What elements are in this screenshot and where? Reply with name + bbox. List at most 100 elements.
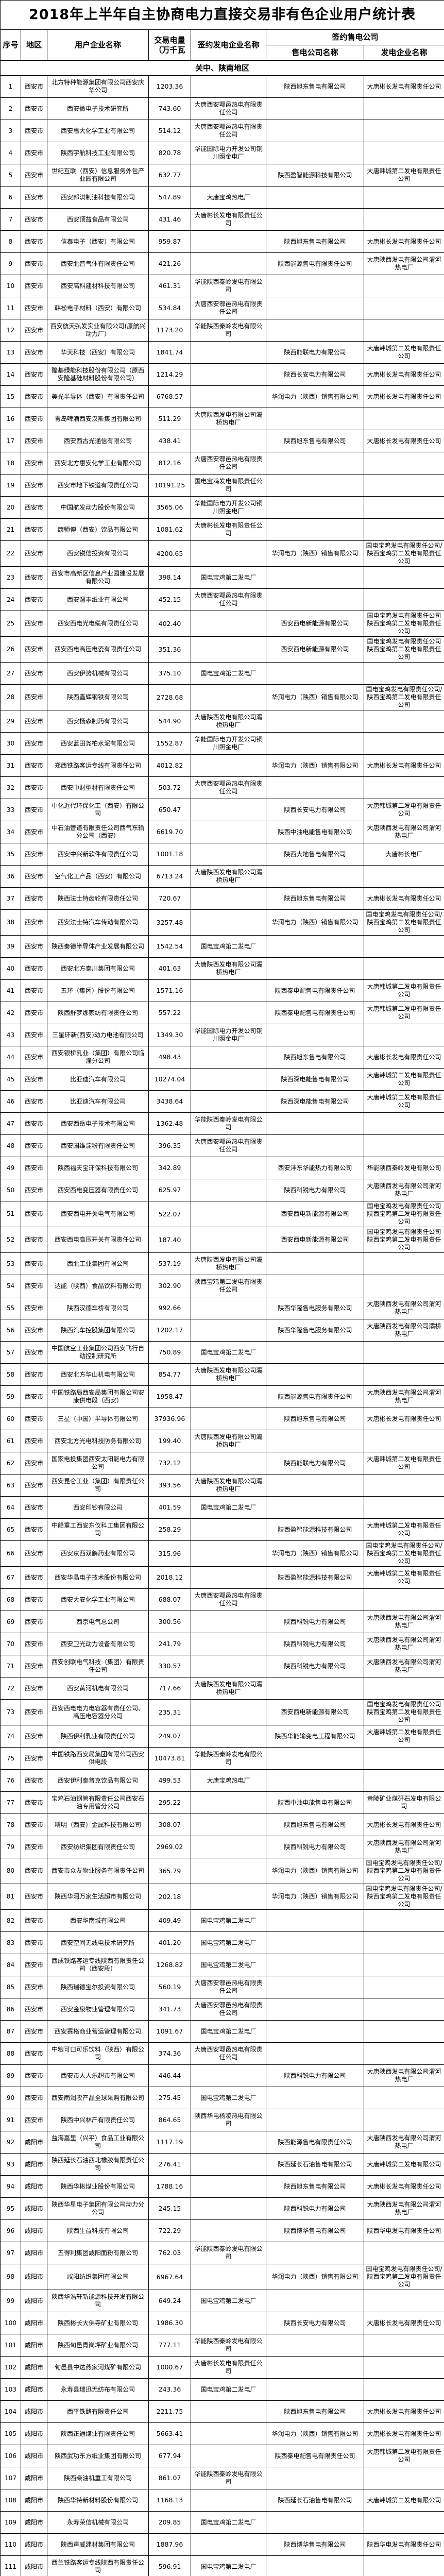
cell-gen-enterprise	[191, 979, 266, 1002]
cell-trade-volume: 245.15	[148, 2197, 191, 2220]
table-row: 88 西安市 中粮可口可乐饮料（陕西）有限公司 374.36 大唐西安鄠邑热电有限责任公…	[0, 2042, 444, 2065]
cell-trade-volume: 1552.87	[148, 732, 191, 755]
cell-region: 西安市	[21, 363, 47, 386]
cell-region: 咸阳市	[21, 2290, 47, 2312]
cell-gen-enterprise: 大唐西安鄠邑热电有限责任公司	[191, 1998, 266, 2021]
table-row: 34 西安市 中石油管道有限责任公司西气东输分公司（西安） 6619.70 陕西中油电能…	[0, 821, 444, 843]
cell-gen-enterprise	[191, 1090, 266, 1113]
cell-user-enterprise: 永寿县瑞迅无纺布有限公司	[47, 2378, 149, 2401]
cell-gen-enterprise: 大唐彬长发电有限责任公司	[191, 2356, 266, 2379]
table-row: 108 咸阳市 陕西华特新材料股份有限公司 1168.13 陕西延长石油售电有限公司 大唐…	[0, 2489, 444, 2512]
cell-trade-volume: 401.63	[148, 957, 191, 980]
table-row: 105 咸阳市 陕西正通煤业有限责任公司 5663.41 华润电力（陕西）销售有限公司大…	[0, 2422, 444, 2445]
cell-trade-volume: 732.12	[148, 1452, 191, 1475]
cell-user-enterprise: 陕西鑫辉钢铁有限公司	[47, 684, 149, 710]
cell-gen-enterprise	[191, 843, 266, 866]
cell-region: 西安市	[21, 1252, 47, 1275]
cell-region: 西安市	[21, 1633, 47, 1655]
table-row: 38 西安市 西安法士特汽车传动有限公司 3257.48 华润电力（陕西）销售有限公司国…	[0, 909, 444, 936]
cell-sales-gen-enterprise	[363, 1024, 444, 1046]
cell-index: 9	[0, 252, 21, 275]
cell-trade-volume: 365.79	[148, 1858, 191, 1884]
table-row: 84 西安市 西成铁路客运专线陕西有限责任公司（西安段） 1268.82 国电宝鸡第二发…	[0, 1954, 444, 1976]
cell-gen-enterprise: 陕西宝鸡第二发电有限责任公司	[191, 1275, 266, 1297]
cell-region: 西安市	[21, 230, 47, 253]
cell-user-enterprise: 西兰铁路客运专线陕西有限责任公司	[47, 2555, 149, 2576]
cell-region: 西安市	[21, 1179, 47, 1201]
cell-sales-company: 陕西能源售电有限责任公司	[266, 252, 364, 275]
cell-index: 91	[0, 2109, 21, 2131]
cell-trade-volume: 315.96	[148, 1540, 191, 1567]
table-row: 37 西安市 陕西法士特齿轮有限责任公司 720.67 陕西旭东售电有限公司 大唐彬长发电…	[0, 887, 444, 910]
cell-index: 13	[0, 341, 21, 364]
cell-user-enterprise: 陕西武功东方纸业集团有限公司	[47, 2445, 149, 2467]
cell-sales-gen-enterprise	[363, 1363, 444, 1386]
cell-region: 西安市	[21, 1201, 47, 1227]
cell-gen-enterprise	[191, 2489, 266, 2512]
cell-trade-volume: 625.97	[148, 1179, 191, 1201]
cell-trade-volume: 1168.13	[148, 2489, 191, 2512]
cell-sales-gen-enterprise	[363, 496, 444, 519]
cell-index: 105	[0, 2422, 21, 2445]
cell-sales-company: 西安西电新能源有限公司	[266, 636, 364, 663]
cell-user-enterprise: 中国铁路局西安局集团有限公司安康供电段（西安）	[47, 1385, 149, 1408]
cell-trade-volume: 421.26	[148, 252, 191, 275]
cell-sales-company	[266, 776, 364, 799]
cell-trade-volume: 393.56	[148, 1474, 191, 1497]
table-row: 98 咸阳市 咸阳纺织集团有限公司 6967.64 华润电力（陕西）销售有限公司 国电宝鸡…	[0, 2264, 444, 2290]
table-row: 92 咸阳市 益海嘉里（兴平）食品工业有限公司 1117.19 陕西能源售电有限责任公司…	[0, 2131, 444, 2154]
cell-user-enterprise: 青岛啤酒西安汉斯集团有限公司	[47, 408, 149, 430]
cell-index: 35	[0, 843, 21, 866]
cell-gen-enterprise	[191, 2153, 266, 2176]
cell-index: 54	[0, 1275, 21, 1297]
cell-region: 咸阳市	[21, 2312, 47, 2334]
cell-gen-enterprise	[191, 2264, 266, 2290]
cell-sales-company: 陕西秦电配售电有限责任公司	[266, 979, 364, 1002]
cell-region: 咸阳市	[21, 2197, 47, 2220]
cell-index: 31	[0, 754, 21, 777]
cell-region: 西安市	[21, 1134, 47, 1157]
cell-gen-enterprise	[191, 252, 266, 275]
cell-trade-volume: 308.07	[148, 1814, 191, 1836]
cell-region: 西安市	[21, 319, 47, 342]
table-row: 50 西安市 西安西电变压器有限责任公司 625.97 陕西科锐电力有限公司 大唐陕西发电…	[0, 1179, 444, 1201]
cell-index: 66	[0, 1540, 21, 1567]
cell-sales-gen-enterprise	[363, 1769, 444, 1792]
cell-sales-gen-enterprise: 大唐彬长发电有限责任公司	[363, 385, 444, 408]
cell-sales-company	[266, 518, 364, 541]
table-row: 65 西安市 中船重工西安东仪科工集团有限公司 258.29 陕西盈智能源科技有限公司大…	[0, 1518, 444, 1541]
cell-sales-gen-enterprise	[363, 474, 444, 497]
cell-sales-company: 西安沣东华能热力有限公司	[266, 1157, 364, 1179]
cell-gen-enterprise	[191, 754, 266, 777]
cell-gen-enterprise	[191, 1611, 266, 1633]
cell-trade-volume: 722.29	[148, 2219, 191, 2242]
table-row: 23 西安市 西安市高新区信息产业园建设发展有限公司 398.14 国电宝鸡第二发电厂	[0, 566, 444, 589]
cell-region: 咸阳市	[21, 2533, 47, 2556]
cell-region: 西安市	[21, 1112, 47, 1135]
cell-trade-volume: 2969.02	[148, 1836, 191, 1858]
cell-region: 西安市	[21, 636, 47, 663]
cell-gen-enterprise	[191, 1157, 266, 1179]
table-row: 71 西安市 西安创联电气科技（集团）有限责任公司 330.57 陕西科锐电力有限公司大…	[0, 1655, 444, 1677]
table-row: 13 西安市 华天科技（西安）有限公司 1841.74 陕西能联电力有限公司 大唐韩城第二…	[0, 341, 444, 364]
cell-sales-company	[266, 710, 364, 733]
cell-region: 西安市	[21, 1655, 47, 1677]
cell-user-enterprise: 陕西正通煤业有限责任公司	[47, 2422, 149, 2445]
cell-index: 43	[0, 1024, 21, 1046]
cell-index: 49	[0, 1157, 21, 1179]
cell-sales-company: 陕西能源售电有限责任公司	[266, 2131, 364, 2154]
table-row: 44 西安市 西安银桥乳业（集团）有限公司临潼分公司 498.43 陕西旭东售电有限公司…	[0, 1046, 444, 1069]
cell-sales-company	[266, 2511, 364, 2534]
table-row: 75 西安市 中国铁路西安局集团有限公司西安供电段 10473.81 华能陕西秦岭发电有…	[0, 1747, 444, 1770]
cell-region: 西安市	[21, 341, 47, 364]
table-row: 78 西安市 精明（西安）金属科技有限公司 308.07 陕西旭东售电有限公司 大唐彬长发…	[0, 1814, 444, 1836]
cell-index: 6	[0, 186, 21, 209]
cell-region: 咸阳市	[21, 2400, 47, 2423]
cell-index: 99	[0, 2290, 21, 2312]
table-row: 6 西安市 西安邦淇制油科技有限公司 547.89 大唐宝鸡热电厂	[0, 186, 444, 209]
cell-index: 41	[0, 979, 21, 1002]
cell-gen-enterprise	[191, 1655, 266, 1677]
cell-user-enterprise: 陕西生益科技有限公司	[47, 2219, 149, 2242]
cell-trade-volume: 402.40	[148, 611, 191, 637]
cell-sales-company: 陕西华能输变电工程有限公司	[266, 1725, 364, 1748]
